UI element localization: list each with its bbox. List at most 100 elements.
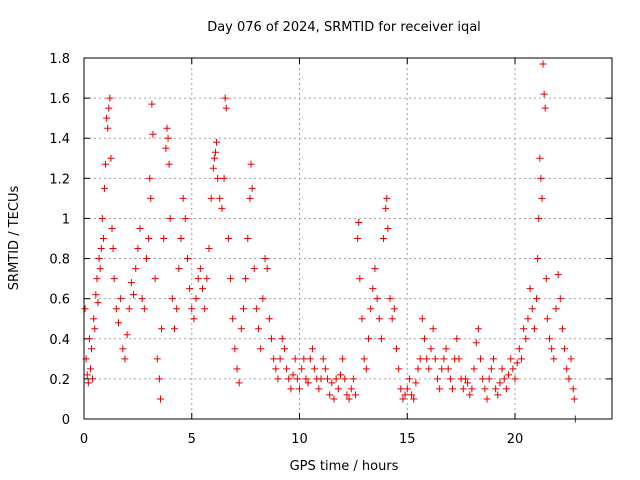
data-point (97, 245, 105, 253)
data-point (515, 345, 523, 353)
data-point (278, 335, 286, 343)
data-point (216, 194, 224, 202)
data-point (250, 265, 258, 273)
data-point (474, 325, 482, 333)
data-point (306, 355, 314, 363)
data-point (429, 325, 437, 333)
data-point (418, 315, 426, 323)
data-point (436, 385, 444, 393)
data-point (543, 315, 551, 323)
data-point (444, 365, 452, 373)
data-point (554, 271, 562, 279)
data-point (536, 154, 544, 162)
data-point (283, 365, 291, 373)
data-point (537, 174, 545, 182)
data-point (99, 235, 107, 242)
data-point (464, 379, 472, 387)
data-point (556, 295, 564, 303)
data-point (401, 391, 409, 399)
x-tick-label: 15 (399, 432, 416, 447)
data-point (157, 395, 165, 403)
data-point (145, 235, 153, 242)
data-point (487, 365, 495, 373)
data-point (125, 305, 133, 313)
data-point (136, 224, 144, 232)
data-point (142, 255, 150, 263)
data-point (459, 385, 467, 393)
y-tick-label: 1.2 (49, 172, 70, 187)
data-point (535, 214, 543, 222)
data-point (95, 255, 103, 263)
data-point (449, 385, 457, 393)
data-point (88, 345, 96, 353)
data-point (343, 391, 351, 399)
data-point (569, 385, 577, 393)
y-tick-label: 1.4 (49, 132, 70, 147)
data-point (477, 355, 485, 363)
data-point (367, 305, 375, 313)
data-point (466, 391, 474, 399)
data-point (438, 365, 446, 373)
data-point (538, 194, 546, 202)
data-point (453, 335, 461, 343)
y-tick-label: 0 (62, 413, 70, 428)
y-tick-label: 0.6 (49, 293, 70, 308)
data-point (166, 214, 174, 222)
data-point (151, 275, 159, 283)
data-point (81, 305, 89, 313)
data-point (328, 379, 336, 387)
data-point (339, 355, 347, 363)
data-point (304, 379, 312, 387)
data-point (421, 335, 429, 343)
data-point (440, 355, 448, 363)
data-point (222, 104, 230, 112)
data-point (190, 315, 198, 323)
data-point (267, 335, 275, 343)
data-point (171, 325, 179, 333)
data-point (194, 275, 202, 283)
data-point (321, 365, 329, 373)
plot-frame (83, 57, 613, 420)
data-point (539, 60, 547, 68)
data-point (201, 305, 209, 313)
data-point (561, 345, 569, 353)
data-point (107, 154, 115, 162)
data-point (270, 355, 278, 363)
x-tick-label: 10 (291, 432, 308, 447)
y-tick-label: 0.2 (49, 373, 70, 388)
data-point (209, 164, 217, 172)
data-point (89, 375, 97, 383)
data-point (147, 194, 155, 202)
data-point (533, 295, 541, 303)
data-point (93, 275, 101, 283)
data-point (412, 379, 420, 387)
data-point (205, 245, 213, 253)
data-point (563, 365, 571, 373)
data-point (526, 285, 534, 293)
data-point (239, 305, 247, 313)
data-point (405, 375, 413, 383)
data-point (373, 295, 381, 303)
data-point (213, 138, 221, 146)
data-point (485, 375, 493, 383)
data-point (548, 345, 556, 353)
data-point (362, 365, 370, 373)
data-point (242, 275, 250, 283)
data-point (162, 144, 170, 152)
y-tick-label: 1 (62, 212, 70, 227)
data-point (112, 305, 120, 313)
y-axis-ticks: 0 0.2 0.4 0.6 0.8 1 1.2 1.4 1.6 1.8 (49, 52, 612, 428)
data-point (247, 160, 255, 168)
data-point (500, 375, 508, 383)
data-point (300, 355, 308, 363)
data-point (214, 174, 222, 182)
data-point (371, 265, 379, 273)
data-point (558, 325, 566, 333)
data-point (255, 325, 263, 333)
data-point (567, 355, 575, 363)
data-point (470, 365, 478, 373)
data-point (302, 375, 310, 383)
data-point (248, 184, 256, 192)
data-point (186, 285, 194, 293)
